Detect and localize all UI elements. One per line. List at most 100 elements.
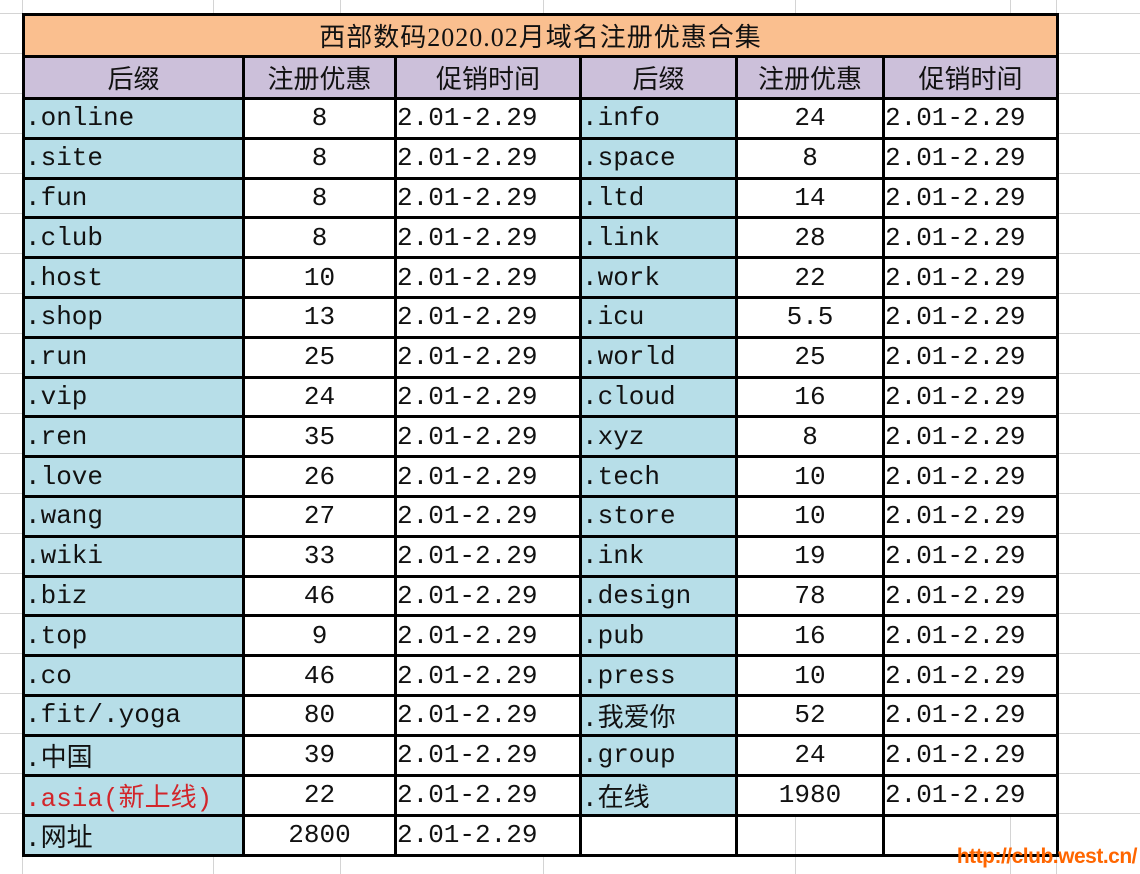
column-header[interactable]: 后缀	[579, 55, 738, 100]
price-cell[interactable]: 80	[242, 693, 397, 737]
suffix-cell[interactable]: .top	[22, 614, 245, 658]
period-cell[interactable]: 2.01-2.29	[394, 295, 582, 339]
period-cell[interactable]: 2.01-2.29	[881, 335, 1060, 379]
price-cell[interactable]: 2800	[242, 813, 397, 857]
period-cell[interactable]: 2.01-2.29	[881, 455, 1060, 498]
period-cell[interactable]: 2.01-2.29	[394, 256, 582, 299]
suffix-cell[interactable]: .ren	[22, 415, 245, 459]
watermark-link[interactable]: http://club.west.cn/	[956, 845, 1138, 868]
suffix-cell[interactable]: .design	[579, 574, 738, 618]
period-cell[interactable]: 2.01-2.29	[394, 813, 582, 857]
suffix-cell[interactable]: .club	[22, 216, 245, 260]
price-cell[interactable]: 46	[242, 574, 397, 618]
suffix-cell[interactable]: .icu	[579, 295, 738, 339]
price-cell[interactable]: 39	[242, 733, 397, 777]
period-cell[interactable]: 2.01-2.29	[394, 733, 582, 777]
price-cell[interactable]: 24	[242, 375, 397, 419]
period-cell[interactable]: 2.01-2.29	[394, 176, 582, 220]
suffix-cell[interactable]: .online	[22, 97, 245, 140]
period-cell[interactable]: 2.01-2.29	[881, 176, 1060, 220]
price-cell[interactable]: 8	[242, 216, 397, 260]
price-cell[interactable]: 26	[242, 455, 397, 498]
column-header[interactable]: 促销时间	[881, 55, 1060, 100]
suffix-cell[interactable]: .wiki	[22, 534, 245, 578]
period-cell[interactable]: 2.01-2.29	[881, 773, 1060, 817]
suffix-cell[interactable]: .tech	[579, 455, 738, 498]
suffix-cell[interactable]: .love	[22, 455, 245, 498]
column-header[interactable]: 促销时间	[394, 55, 582, 100]
price-cell[interactable]: 33	[242, 534, 397, 578]
suffix-cell[interactable]: .info	[579, 97, 738, 140]
price-cell[interactable]: 46	[242, 654, 397, 697]
price-cell[interactable]: 10	[735, 455, 885, 498]
suffix-cell[interactable]: .vip	[22, 375, 245, 419]
price-cell[interactable]: 8	[242, 97, 397, 140]
period-cell[interactable]: 2.01-2.29	[881, 295, 1060, 339]
suffix-cell[interactable]: .网址	[22, 813, 245, 857]
price-cell[interactable]: 16	[735, 614, 885, 658]
suffix-cell[interactable]: .xyz	[579, 415, 738, 459]
suffix-cell[interactable]: .press	[579, 654, 738, 697]
period-cell[interactable]: 2.01-2.29	[881, 733, 1060, 777]
period-cell[interactable]: 2.01-2.29	[881, 415, 1060, 459]
period-cell[interactable]: 2.01-2.29	[394, 534, 582, 578]
price-cell[interactable]: 13	[242, 295, 397, 339]
column-header[interactable]: 后缀	[22, 55, 245, 100]
price-cell[interactable]: 22	[735, 256, 885, 299]
suffix-cell[interactable]: .co	[22, 654, 245, 697]
price-cell[interactable]: 8	[242, 176, 397, 220]
suffix-cell[interactable]: .space	[579, 136, 738, 180]
suffix-cell[interactable]: .wang	[22, 494, 245, 538]
period-cell[interactable]: 2.01-2.29	[394, 494, 582, 538]
suffix-cell[interactable]: .我爱你	[579, 693, 738, 737]
period-cell[interactable]: 2.01-2.29	[394, 773, 582, 817]
suffix-cell[interactable]: .ltd	[579, 176, 738, 220]
suffix-cell[interactable]: .link	[579, 216, 738, 260]
suffix-cell[interactable]: .store	[579, 494, 738, 538]
period-cell[interactable]: 2.01-2.29	[881, 136, 1060, 180]
period-cell[interactable]: 2.01-2.29	[881, 614, 1060, 658]
period-cell[interactable]: 2.01-2.29	[881, 256, 1060, 299]
suffix-cell[interactable]: .site	[22, 136, 245, 180]
price-cell[interactable]: 25	[735, 335, 885, 379]
price-cell[interactable]: 35	[242, 415, 397, 459]
price-cell[interactable]: 78	[735, 574, 885, 618]
price-cell[interactable]: 8	[735, 415, 885, 459]
table-title[interactable]: 西部数码2020.02月域名注册优惠合集	[21, 13, 1060, 58]
period-cell[interactable]: 2.01-2.29	[394, 216, 582, 260]
period-cell[interactable]: 2.01-2.29	[394, 415, 582, 459]
price-cell[interactable]: 10	[735, 654, 885, 697]
period-cell[interactable]: 2.01-2.29	[394, 614, 582, 658]
suffix-cell[interactable]: .asia(新上线)	[22, 773, 245, 817]
price-cell[interactable]: 19	[735, 534, 885, 578]
price-cell[interactable]: 24	[735, 97, 885, 140]
price-cell[interactable]: 10	[735, 494, 885, 538]
price-cell[interactable]: 24	[735, 733, 885, 777]
column-header[interactable]: 注册优惠	[242, 55, 397, 100]
price-cell[interactable]: 28	[735, 216, 885, 260]
period-cell[interactable]: 2.01-2.29	[394, 136, 582, 180]
price-cell[interactable]: 8	[735, 136, 885, 180]
suffix-cell[interactable]: .fun	[22, 176, 245, 220]
suffix-cell[interactable]: .host	[22, 256, 245, 299]
period-cell[interactable]: 2.01-2.29	[394, 654, 582, 697]
period-cell[interactable]: 2.01-2.29	[881, 97, 1060, 140]
price-cell[interactable]: 8	[242, 136, 397, 180]
price-cell[interactable]: 22	[242, 773, 397, 817]
period-cell[interactable]: 2.01-2.29	[394, 97, 582, 140]
period-cell[interactable]: 2.01-2.29	[881, 375, 1060, 419]
price-cell[interactable]: 27	[242, 494, 397, 538]
period-cell[interactable]: 2.01-2.29	[394, 375, 582, 419]
suffix-cell[interactable]: .world	[579, 335, 738, 379]
period-cell[interactable]: 2.01-2.29	[881, 216, 1060, 260]
suffix-cell[interactable]: .pub	[579, 614, 738, 658]
suffix-cell[interactable]: .run	[22, 335, 245, 379]
period-cell[interactable]: 2.01-2.29	[881, 574, 1060, 618]
period-cell[interactable]: 2.01-2.29	[881, 654, 1060, 697]
period-cell[interactable]: 2.01-2.29	[881, 534, 1060, 578]
suffix-cell[interactable]: .fit/.yoga	[22, 693, 245, 737]
suffix-cell[interactable]: .在线	[579, 773, 738, 817]
price-cell[interactable]: 52	[735, 693, 885, 737]
period-cell[interactable]: 2.01-2.29	[394, 455, 582, 498]
price-cell[interactable]: 5.5	[735, 295, 885, 339]
